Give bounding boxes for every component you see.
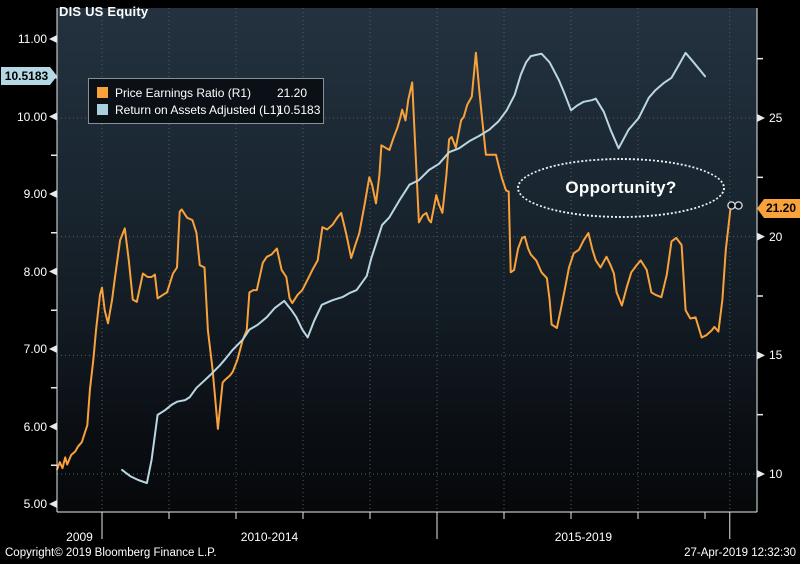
left-axis-tick-label: 6.00 (23, 419, 47, 434)
pe-series-swatch-icon (97, 87, 108, 98)
legend-value: 21.20 (277, 85, 308, 100)
right-axis-tick-label: 15 (769, 348, 783, 363)
copyright-text: Copyright© 2019 Bloomberg Finance L.P. (5, 547, 217, 559)
left-axis-tick-label: 7.00 (23, 342, 47, 356)
legend-row-pe[interactable]: Price Earnings Ratio (R1) 21.20 (97, 84, 315, 101)
x-axis-section-label: 2015-2019 (554, 530, 613, 544)
timestamp-text: 27-Apr-2019 12:32:30 (684, 547, 796, 559)
page-title: DIS US Equity (59, 4, 149, 19)
left-axis-tick-label: 10.00 (16, 109, 47, 124)
left-axis-tick-label: 9.00 (23, 187, 47, 201)
right-axis-tick-label: 25 (769, 111, 783, 125)
left-axis-tick-label: 8.00 (23, 264, 47, 279)
legend-label: Price Earnings Ratio (R1) (115, 85, 252, 100)
right-axis-tick-label: 10 (769, 467, 783, 481)
left-axis-tick-label: 11.00 (17, 32, 47, 46)
right-axis-tick-label: 20 (769, 229, 783, 244)
roa-series-swatch-icon (97, 104, 108, 115)
legend-label: Return on Assets Adjusted (L1) (115, 102, 281, 117)
left-axis-tick-label: 5.00 (23, 497, 47, 511)
opportunity-annotation-ellipse: Opportunity? (517, 158, 725, 218)
chart-legend: Price Earnings Ratio (R1) 21.20 Return o… (88, 78, 324, 124)
legend-row-roa[interactable]: Return on Assets Adjusted (L1) 10.5183 (97, 101, 320, 118)
right-axis-current-value-badge: 21.20 (757, 199, 800, 218)
x-axis-section-label: 2009 (66, 530, 93, 544)
legend-value: 10.5183 (277, 102, 321, 117)
left-axis-current-value-badge: 10.5183 (1, 67, 57, 85)
x-axis-section-label: 2010-2014 (240, 530, 299, 544)
annotation-text: Opportunity? (565, 178, 677, 197)
